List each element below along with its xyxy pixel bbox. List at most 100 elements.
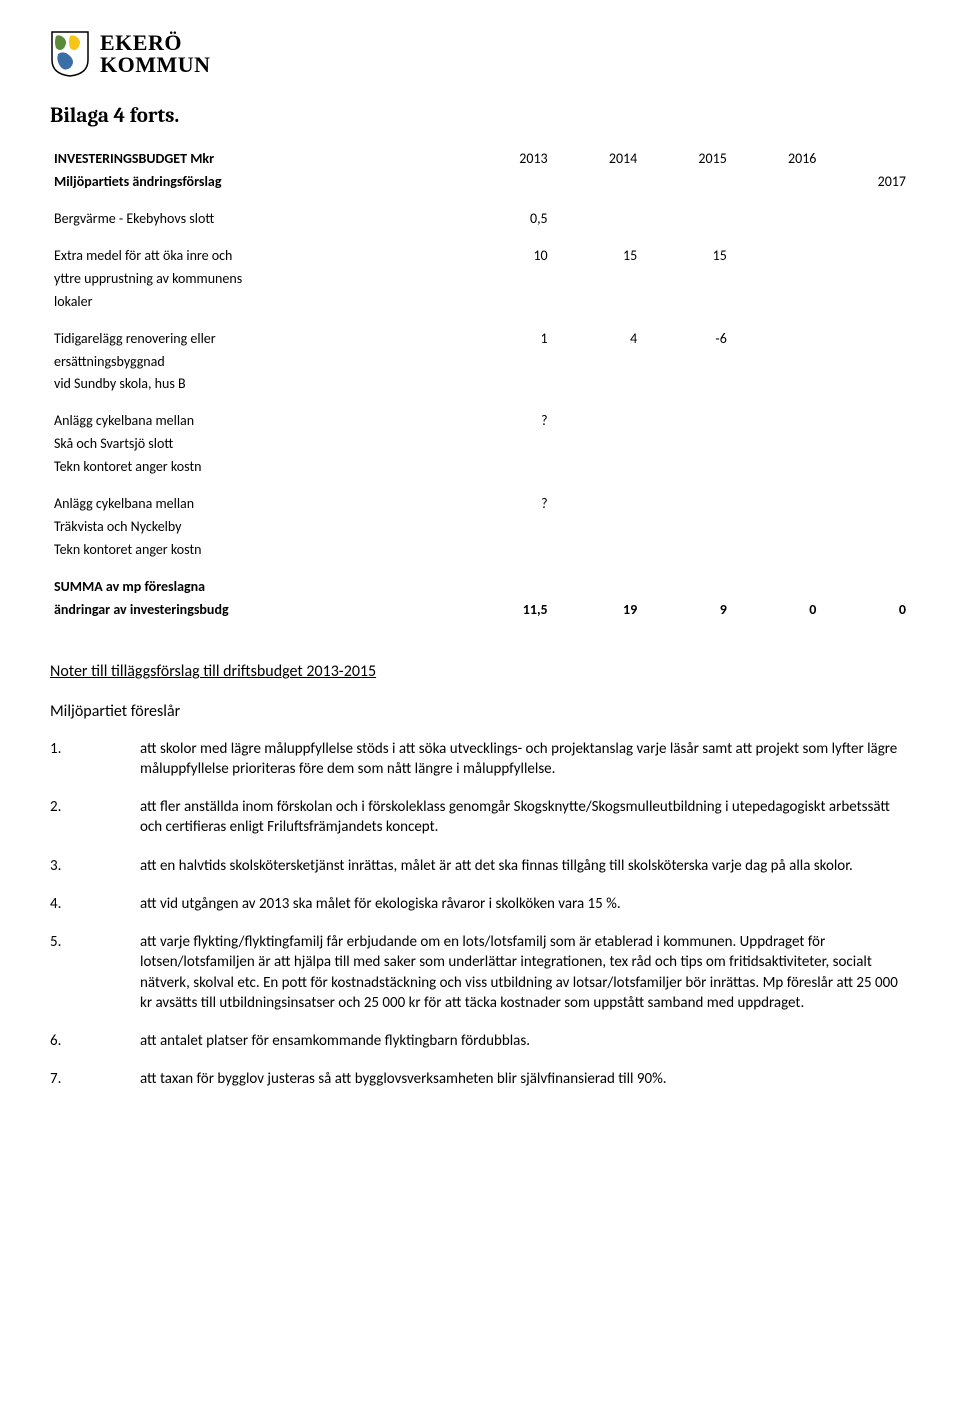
row-value: [731, 328, 821, 351]
year-col: [820, 148, 910, 171]
row-label: Tekn kontoret anger kostn: [50, 456, 462, 479]
note-text: att vid utgången av 2013 ska målet för e…: [140, 894, 910, 914]
row-value: [462, 516, 552, 539]
note-item: 4.att vid utgången av 2013 ska målet för…: [50, 894, 910, 914]
row-value: [731, 539, 821, 562]
year-col: 2017: [820, 171, 910, 194]
row-value: [731, 410, 821, 433]
row-value: [641, 208, 731, 231]
row-value: [552, 373, 642, 396]
sum-val: 19: [552, 599, 642, 622]
row-value: [552, 268, 642, 291]
row-value: [552, 291, 642, 314]
year-col: 2013: [462, 148, 552, 171]
row-value: [731, 268, 821, 291]
row-value: [820, 268, 910, 291]
proposes-line: Miljöpartiet föreslår: [50, 701, 910, 723]
logo-line2: KOMMUN: [100, 54, 211, 76]
row-value: [820, 291, 910, 314]
row-value: [820, 493, 910, 516]
notes-title: Noter till tilläggsförslag till driftsbu…: [50, 661, 910, 683]
row-value: [552, 410, 642, 433]
row-value: [820, 208, 910, 231]
row-value: [641, 539, 731, 562]
row-value: ?: [462, 493, 552, 516]
row-value: [462, 373, 552, 396]
row-label: Anlägg cykelbana mellan: [50, 493, 462, 516]
table-row: yttre upprustning av kommunens: [50, 268, 910, 291]
row-value: [552, 456, 642, 479]
row-value: [552, 516, 642, 539]
year-col: 2016: [731, 148, 821, 171]
row-value: [462, 291, 552, 314]
note-item: 3.att en halvtids skolskötersketjänst in…: [50, 856, 910, 876]
row-value: ?: [462, 410, 552, 433]
row-value: [731, 456, 821, 479]
row-label: Träkvista och Nyckelby: [50, 516, 462, 539]
table-row: Tekn kontoret anger kostn: [50, 456, 910, 479]
note-text: att taxan för bygglov justeras så att by…: [140, 1069, 910, 1089]
note-text: att antalet platser för ensamkommande fl…: [140, 1031, 910, 1051]
table-header-row-2: Miljöpartiets ändringsförslag 2017: [50, 171, 910, 194]
row-value: [641, 373, 731, 396]
row-value: 10: [462, 245, 552, 268]
row-label: Bergvärme - Ekebyhovs slott: [50, 208, 462, 231]
note-number: 6.: [50, 1031, 140, 1051]
note-text: att varje flykting/flyktingfamilj får er…: [140, 932, 910, 1013]
row-value: [552, 493, 642, 516]
note-text: att skolor med lägre måluppfyllelse stöd…: [140, 739, 910, 780]
row-value: 15: [641, 245, 731, 268]
budget-table: INVESTERINGSBUDGET Mkr 2013 2014 2015 20…: [50, 148, 910, 621]
row-value: 0,5: [462, 208, 552, 231]
table-row: Träkvista och Nyckelby: [50, 516, 910, 539]
sum-val: 11,5: [462, 599, 552, 622]
table-row: Anlägg cykelbana mellan?: [50, 493, 910, 516]
table-header-row: INVESTERINGSBUDGET Mkr 2013 2014 2015 20…: [50, 148, 910, 171]
logo-line1: EKERÖ: [100, 32, 211, 54]
sum-row-2: ändringar av investeringsbudg 11,5 19 9 …: [50, 599, 910, 622]
row-value: [641, 456, 731, 479]
row-label: Tekn kontoret anger kostn: [50, 539, 462, 562]
row-label: Skå och Svartsjö slott: [50, 433, 462, 456]
row-value: [641, 351, 731, 374]
note-item: 1.att skolor med lägre måluppfyllelse st…: [50, 739, 910, 780]
row-value: [641, 493, 731, 516]
row-value: [641, 268, 731, 291]
note-item: 7.att taxan för bygglov justeras så att …: [50, 1069, 910, 1089]
row-value: [641, 410, 731, 433]
table-row: Extra medel för att öka inre och101515: [50, 245, 910, 268]
table-row: vid Sundby skola, hus B: [50, 373, 910, 396]
note-number: 3.: [50, 856, 140, 876]
table-row: Bergvärme - Ekebyhovs slott0,5: [50, 208, 910, 231]
row-value: [552, 539, 642, 562]
note-number: 2.: [50, 797, 140, 838]
row-value: [462, 456, 552, 479]
header-left-2: Miljöpartiets ändringsförslag: [50, 171, 462, 194]
year-col: 2015: [641, 148, 731, 171]
sum-val: 9: [641, 599, 731, 622]
note-item: 6.att antalet platser för ensamkommande …: [50, 1031, 910, 1051]
logo-text: EKERÖ KOMMUN: [100, 32, 211, 76]
row-value: [820, 433, 910, 456]
row-value: [462, 351, 552, 374]
row-value: [552, 208, 642, 231]
logo: EKERÖ KOMMUN: [50, 30, 910, 78]
note-number: 7.: [50, 1069, 140, 1089]
row-value: [641, 516, 731, 539]
row-value: [462, 539, 552, 562]
row-value: [552, 433, 642, 456]
row-value: [820, 328, 910, 351]
row-value: [820, 456, 910, 479]
sum-val: 0: [731, 599, 821, 622]
row-value: [731, 373, 821, 396]
row-value: 4: [552, 328, 642, 351]
sum-label-2: ändringar av investeringsbudg: [50, 599, 462, 622]
row-value: [820, 539, 910, 562]
row-value: [820, 245, 910, 268]
row-label: vid Sundby skola, hus B: [50, 373, 462, 396]
row-value: [820, 351, 910, 374]
note-item: 5.att varje flykting/flyktingfamilj får …: [50, 932, 910, 1013]
row-value: [462, 268, 552, 291]
row-value: [820, 516, 910, 539]
sum-row-1: SUMMA av mp föreslagna: [50, 576, 910, 599]
